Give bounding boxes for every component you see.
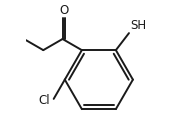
Text: O: O: [59, 4, 69, 17]
Text: Cl: Cl: [38, 94, 50, 107]
Text: SH: SH: [130, 19, 146, 32]
